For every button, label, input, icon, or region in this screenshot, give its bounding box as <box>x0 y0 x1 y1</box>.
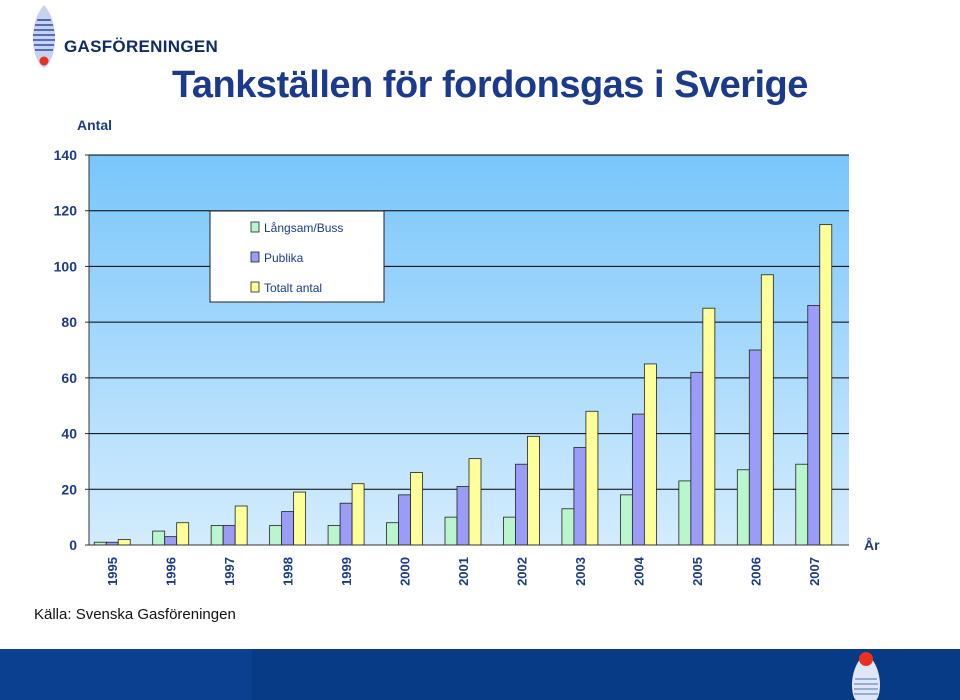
bar-2000-1 <box>386 522 399 546</box>
bar-1998-2 <box>281 511 295 546</box>
footer-bar <box>0 649 960 700</box>
gasforeningen-logo: GASFÖRENINGEN <box>33 5 218 68</box>
y-tick-label: 0 <box>69 537 77 553</box>
bar-1999-2 <box>339 502 353 546</box>
y-tick-label: 120 <box>54 203 78 219</box>
bar-2006-1 <box>736 469 750 546</box>
x-tick-label: 2007 <box>807 557 822 586</box>
y-tick-label: 20 <box>61 481 77 497</box>
page-title: Tankställen för fordonsgas i Sverige <box>172 64 808 106</box>
bar-1996-3 <box>176 522 190 546</box>
x-tick-label: 2002 <box>514 557 529 586</box>
x-tick-label: 2006 <box>748 557 763 586</box>
x-tick-label: 1998 <box>281 557 296 586</box>
bar-2005-2 <box>690 371 704 546</box>
x-axis-ticks: 1995 1996 1997 1998 1999 2000 2001 2002 2003 2004… <box>105 556 822 586</box>
bar-2002-2 <box>515 463 528 546</box>
y-tick-label: 40 <box>61 426 77 442</box>
legend-swatch <box>250 251 260 263</box>
bar-2001-3 <box>468 458 482 546</box>
legend-label: Totalt antal <box>264 281 322 295</box>
x-tick-label: 2000 <box>398 557 413 586</box>
bar-1998-3 <box>293 491 307 546</box>
bar-2003-1 <box>561 508 575 546</box>
bar-2003-2 <box>573 447 587 546</box>
y-axis-label: Antal <box>77 117 112 133</box>
bar-2004-1 <box>619 494 633 546</box>
bar-2006-2 <box>748 349 762 546</box>
bar-1995-3 <box>117 539 131 546</box>
legend-label: Publika <box>264 251 304 265</box>
bar-2007-1 <box>795 463 809 546</box>
bar-2003-3 <box>585 410 599 546</box>
bar-2007-3 <box>819 224 833 546</box>
y-tick-label: 140 <box>54 147 78 163</box>
y-axis-ticks: 0 20 40 60 80 100 120 140 <box>54 147 89 553</box>
x-tick-label: 1995 <box>105 557 120 586</box>
chart: 0 20 40 60 80 100 120 140 1995 1996 1997 1998 1999 2… <box>54 117 880 586</box>
bar-2000-2 <box>398 494 411 546</box>
legend-swatch <box>250 221 260 233</box>
bar-2006-3 <box>760 274 774 546</box>
brand-name: GASFÖRENINGEN <box>64 37 218 56</box>
bar-1996-2 <box>164 536 178 546</box>
bar-2001-1 <box>444 516 458 546</box>
bar-2002-3 <box>527 435 540 546</box>
bar-1998-1 <box>269 525 283 546</box>
bar-1997-1 <box>210 525 224 546</box>
x-tick-label: 2004 <box>631 556 646 586</box>
x-tick-label: 2003 <box>573 557 588 586</box>
footer-panel-right <box>252 649 960 700</box>
bar-2004-3 <box>643 363 657 546</box>
x-tick-label: 2001 <box>456 557 471 586</box>
footer-flame-icon <box>852 652 880 700</box>
bar-1997-3 <box>234 505 248 546</box>
bar-2005-3 <box>702 307 716 546</box>
bar-2000-3 <box>410 472 423 546</box>
bar-2004-2 <box>631 413 645 546</box>
x-tick-label: 2005 <box>690 557 705 586</box>
bars <box>93 224 833 546</box>
bar-2002-1 <box>503 516 516 546</box>
y-tick-label: 80 <box>61 314 77 330</box>
legend-box <box>209 210 385 303</box>
bar-2007-2 <box>807 305 821 546</box>
legend-label: Långsam/Buss <box>264 221 343 235</box>
x-tick-label: 1996 <box>164 557 179 586</box>
legend: Långsam/Buss Publika Totalt antal <box>209 210 385 303</box>
source-note: Källa: Svenska Gasföreningen <box>34 606 236 623</box>
x-tick-label: 1997 <box>222 557 237 586</box>
flame-icon <box>33 5 55 68</box>
bar-2005-1 <box>678 480 692 546</box>
bar-1999-3 <box>351 483 365 546</box>
bar-1997-2 <box>222 525 236 546</box>
legend-swatch <box>250 281 260 293</box>
bar-2001-2 <box>456 486 470 546</box>
bar-1999-1 <box>327 525 341 546</box>
x-axis-label: År <box>864 537 880 553</box>
y-tick-label: 60 <box>61 370 77 386</box>
bar-1996-1 <box>152 530 166 546</box>
x-tick-label: 1999 <box>339 557 354 586</box>
footer-panel-left <box>0 649 252 700</box>
y-tick-label: 100 <box>54 258 78 274</box>
